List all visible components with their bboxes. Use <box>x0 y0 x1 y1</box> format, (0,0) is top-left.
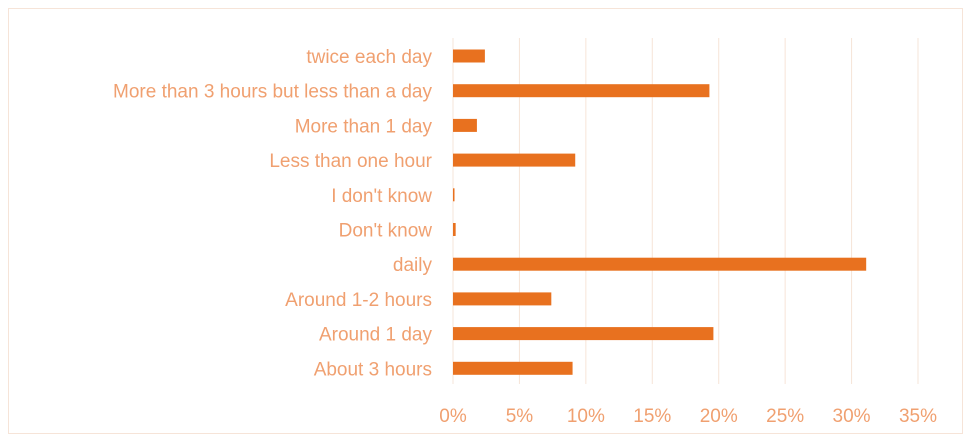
bar <box>453 188 455 202</box>
bar <box>453 49 485 63</box>
bar <box>453 84 710 98</box>
x-tick-label: 30% <box>833 406 871 427</box>
x-tick-label: 20% <box>700 406 738 427</box>
bar <box>453 118 477 132</box>
category-label: Around 1-2 hours <box>285 290 432 311</box>
category-label: More than 1 day <box>295 116 433 137</box>
bar <box>453 257 867 271</box>
category-label: Don't know <box>339 221 433 242</box>
bar <box>453 327 714 341</box>
category-label: Less than one hour <box>269 151 432 172</box>
x-tick-label: 5% <box>506 406 534 427</box>
bar <box>453 292 552 306</box>
category-label: Around 1 day <box>319 325 433 346</box>
x-tick-label: 25% <box>766 406 804 427</box>
bar <box>453 223 456 236</box>
category-label: daily <box>393 255 433 276</box>
bar <box>453 361 573 375</box>
x-tick-label: 15% <box>633 406 671 427</box>
x-tick-label: 0% <box>439 406 467 427</box>
bar <box>453 153 576 167</box>
category-label: More than 3 hours but less than a day <box>113 82 432 103</box>
category-label: I don't know <box>331 186 432 207</box>
category-label: twice each day <box>306 47 432 68</box>
x-tick-label: 35% <box>899 406 937 427</box>
x-tick-label: 10% <box>567 406 605 427</box>
category-label: About 3 hours <box>314 359 432 380</box>
